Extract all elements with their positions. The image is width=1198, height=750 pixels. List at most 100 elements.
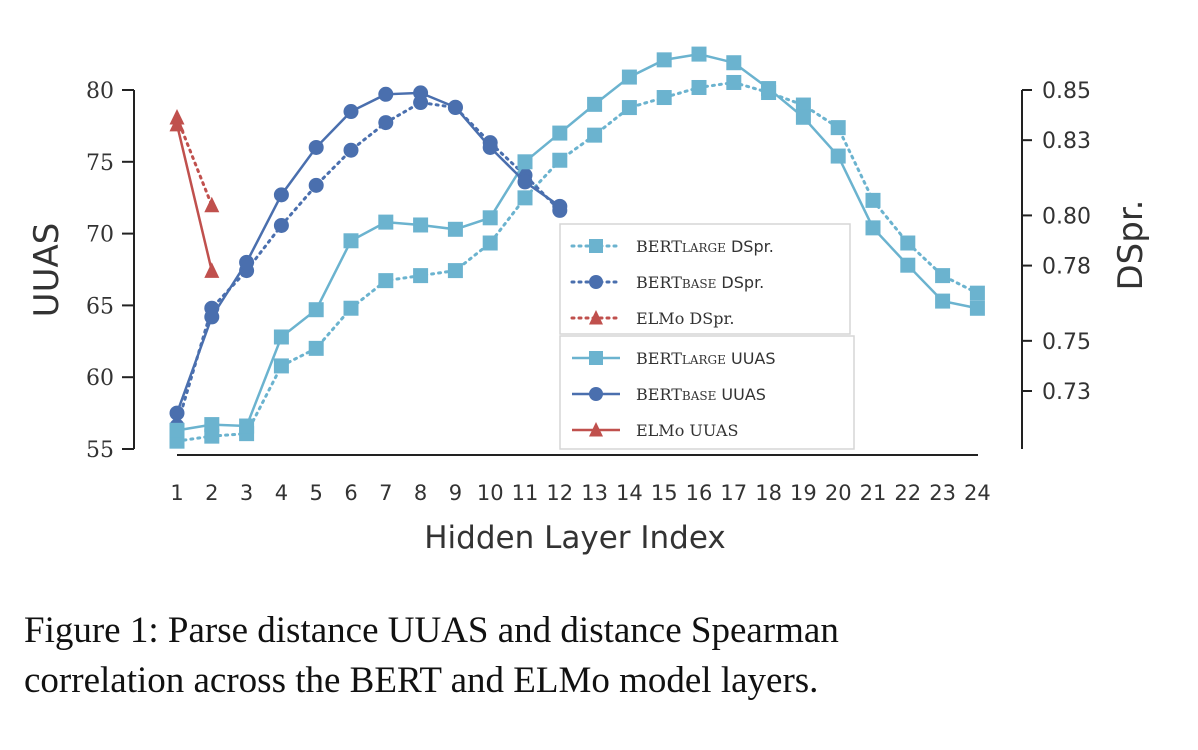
data-point [656, 52, 672, 68]
data-point [273, 358, 289, 374]
data-point [343, 142, 359, 158]
data-point [726, 74, 742, 90]
data-point [273, 329, 289, 345]
data-point [204, 196, 220, 213]
left-tick-label: 65 [86, 294, 114, 319]
data-point [447, 99, 463, 115]
data-point [204, 417, 220, 433]
x-tick-label: 23 [929, 481, 956, 505]
data-point [587, 127, 603, 143]
data-point [169, 405, 185, 421]
series-line [175, 116, 214, 207]
x-tick-label: 22 [894, 481, 921, 505]
data-point [795, 97, 811, 113]
x-axis-label: Hidden Layer Index [424, 520, 725, 556]
data-point [204, 262, 220, 278]
right-tick-label: 0.83 [1042, 129, 1091, 154]
series-line [175, 80, 979, 443]
data-point [656, 90, 672, 106]
x-tick-label: 24 [964, 481, 991, 505]
data-point [691, 46, 707, 62]
data-point [378, 214, 394, 230]
data-point [308, 139, 324, 155]
data-point [830, 120, 846, 136]
data-point [552, 198, 568, 214]
data-point [969, 285, 985, 301]
data-point [308, 177, 324, 193]
data-point [343, 300, 359, 316]
data-point [795, 109, 811, 125]
legend-marker [589, 421, 603, 437]
series-line [175, 91, 561, 414]
x-tick-label: 8 [414, 481, 427, 505]
data-point [413, 268, 429, 284]
data-point [308, 302, 324, 318]
data-point [413, 85, 429, 101]
x-tick-label: 11 [512, 481, 539, 505]
right-tick-label: 0.73 [1042, 380, 1091, 405]
left-tick-label: 70 [86, 223, 114, 248]
legend-label: BERTBASE UUAS [636, 385, 766, 404]
data-point [378, 273, 394, 289]
x-tick-label: 9 [449, 481, 462, 505]
legend-label: ELMo DSpr. [636, 309, 734, 328]
x-tick-label: 12 [546, 481, 573, 505]
data-point [447, 221, 463, 237]
x-tick-label: 3 [240, 481, 253, 505]
x-tick-label: 4 [275, 481, 288, 505]
data-point [482, 235, 498, 251]
x-tick-label: 10 [477, 481, 504, 505]
x-tick-label: 6 [344, 481, 357, 505]
data-point [935, 268, 951, 284]
data-point [413, 217, 429, 233]
data-point [726, 55, 742, 71]
x-tick-label: 16 [686, 481, 713, 505]
legend-marker [589, 387, 603, 401]
series-line [175, 124, 214, 272]
data-point [830, 148, 846, 164]
data-point [935, 293, 951, 309]
right-axis-label: DSpr. [1111, 199, 1151, 290]
right-tick-label: 0.85 [1042, 79, 1091, 104]
x-tick-label: 19 [790, 481, 817, 505]
left-tick-label: 60 [86, 366, 114, 391]
data-point [169, 115, 185, 132]
right-tick-label: 0.78 [1042, 255, 1091, 280]
x-tick-label: 7 [379, 481, 392, 505]
data-point [343, 233, 359, 249]
data-point [273, 187, 289, 203]
left-axis-label: UUAS [27, 223, 67, 318]
legend-label: BERTLARGE DSpr. [636, 237, 774, 256]
data-point [517, 154, 533, 170]
data-point [273, 217, 289, 233]
legend-marker [589, 351, 603, 365]
data-point [378, 86, 394, 102]
data-point [552, 152, 568, 168]
x-tick-label: 1 [170, 481, 183, 505]
legend-marker [589, 309, 603, 325]
x-tick-label: 17 [720, 481, 747, 505]
x-tick-label: 21 [860, 481, 887, 505]
x-tick-label: 2 [205, 481, 218, 505]
data-point [204, 428, 220, 444]
data-point [204, 309, 220, 325]
x-tick-label: 20 [825, 481, 852, 505]
data-point [865, 192, 881, 208]
data-point [239, 418, 255, 434]
legend-box [559, 223, 851, 335]
data-point [552, 125, 568, 141]
data-point [865, 220, 881, 236]
legend-label: BERTBASE DSpr. [636, 273, 764, 292]
data-point [447, 263, 463, 279]
x-tick-label: 18 [755, 481, 782, 505]
data-point [343, 104, 359, 120]
data-point [308, 340, 324, 356]
left-tick-label: 55 [86, 438, 114, 463]
data-point [239, 254, 255, 270]
data-point [482, 210, 498, 226]
right-tick-label: 0.80 [1042, 204, 1091, 229]
data-point [169, 422, 185, 438]
data-point [621, 100, 637, 116]
legend-label: BERTLARGE UUAS [636, 349, 776, 368]
data-point [378, 115, 394, 131]
